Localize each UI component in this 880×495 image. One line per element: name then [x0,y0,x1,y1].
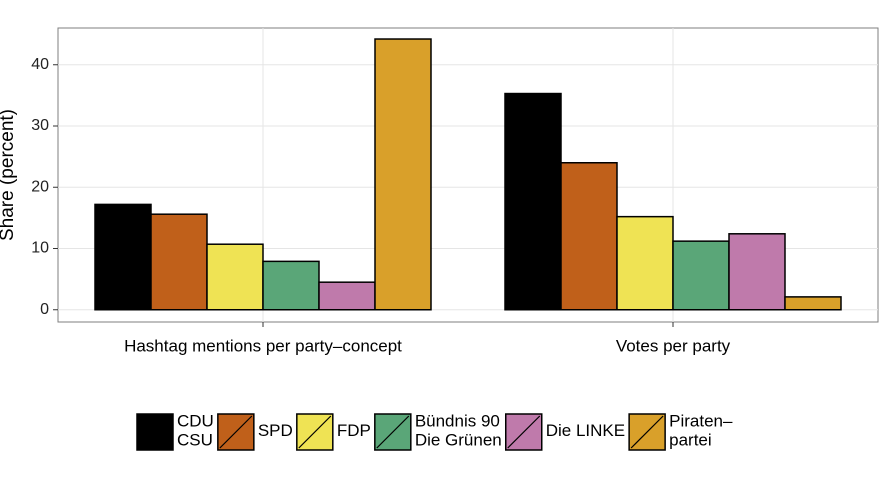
x-tick-label: Hashtag mentions per party–concept [124,336,402,355]
legend-item: Bündnis 90 Die Grünen [374,412,502,451]
bar [150,213,208,311]
legend-label: FDP [337,421,371,440]
x-tick-label: Votes per party [616,336,731,355]
legend-item: Piraten– partei [628,412,733,451]
legend-item: Die LINKE [505,413,625,451]
bar [318,281,376,311]
legend-key-slash [298,415,332,449]
bar [672,240,730,311]
legend-item: SPD [217,413,293,451]
y-axis-title: Share (percent) [0,109,18,241]
legend-label: SPD [258,421,293,440]
legend-key-slash [630,415,664,449]
bar [728,233,786,311]
bar [616,215,674,311]
y-tick-label: 30 [31,117,49,134]
bar [784,296,842,311]
y-tick-label: 10 [31,240,49,257]
legend-key-slash [219,415,253,449]
bar [94,203,152,311]
legend-key-slash [376,415,410,449]
legend-key-slash [138,415,172,449]
bar [206,243,264,311]
legend-item: FDP [296,413,371,451]
y-tick-label: 20 [31,178,49,195]
bar [504,92,562,311]
y-tick-label: 40 [31,56,49,73]
bar [262,260,320,311]
legend-key-slash [507,415,541,449]
legend-label: CDU CSU [177,412,214,450]
y-tick-label: 0 [40,301,49,318]
legend-label: Bündnis 90 Die Grünen [415,412,502,450]
bars [94,38,842,311]
legend: CDU CSU SPD FDP Bündnis 90 Die Grünen Die LINK… [136,412,733,451]
legend-label: Piraten– partei [669,412,733,450]
legend-item: CDU CSU [136,412,214,451]
bar [374,38,432,311]
legend-label: Die LINKE [546,421,625,440]
bar [560,162,618,311]
